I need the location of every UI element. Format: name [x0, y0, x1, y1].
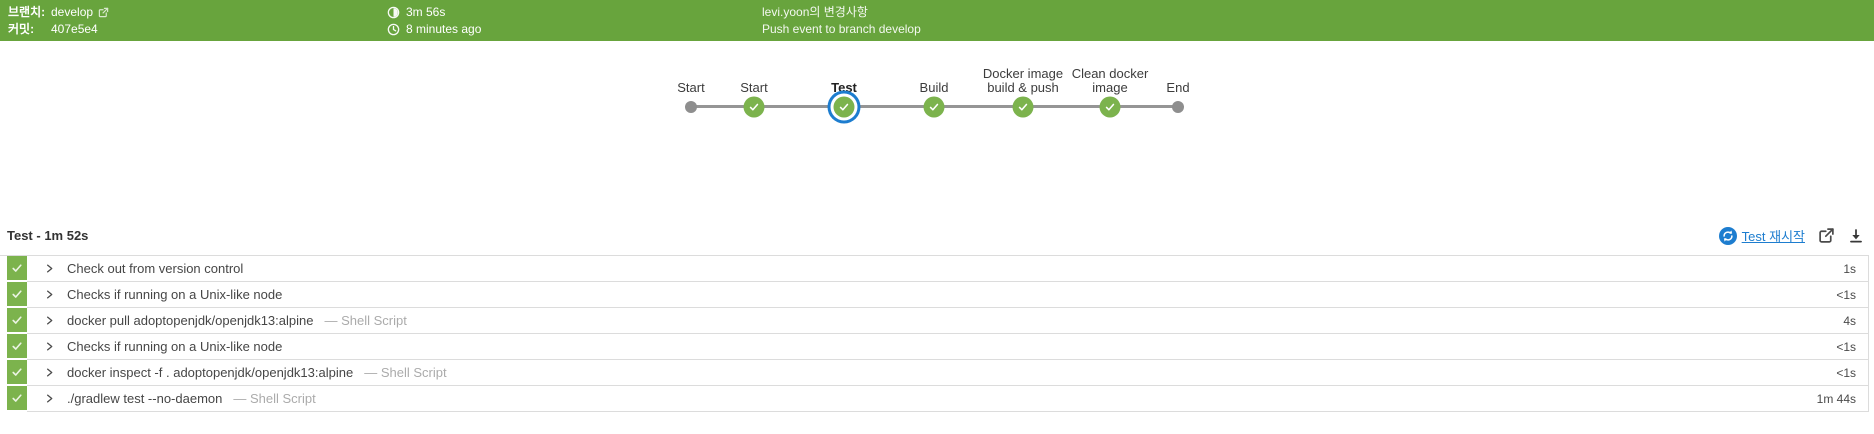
stage-label: Start: [740, 80, 768, 95]
terminal-dot: [685, 101, 697, 113]
step-success-badge: [7, 386, 27, 410]
step-row-toggle[interactable]: Checks if running on a Unix-like node <1…: [27, 282, 1868, 308]
cause-text: Push event to branch develop: [762, 22, 921, 36]
branch-link[interactable]: develop: [51, 4, 109, 21]
download-icon: [1850, 228, 1862, 243]
step-row-toggle[interactable]: Check out from version control 1s: [27, 256, 1868, 282]
check-icon: [12, 394, 22, 402]
steps-section: Test - 1m 52s Test 재시작: [0, 216, 1874, 412]
stage-success-node[interactable]: [1012, 96, 1034, 118]
stage-label: End: [1166, 80, 1190, 95]
check-icon: [12, 264, 22, 272]
timing-group: 3m 56s 8 minutes ago: [387, 4, 481, 38]
cause-group: levi.yoon의 변경사항 Push event to branch dev…: [762, 4, 921, 38]
download-log-button[interactable]: [1848, 228, 1864, 244]
stage-label: Test: [831, 80, 857, 95]
run-header: 브랜치: develop 커밋: 407e5e4 3m 56s 8 minute…: [0, 0, 1874, 41]
stage-success-node-selected[interactable]: [833, 96, 855, 118]
step-label: Checks if running on a Unix-like node: [67, 287, 283, 302]
step-row-toggle[interactable]: Checks if running on a Unix-like node <1…: [27, 334, 1868, 360]
check-icon: [12, 368, 22, 376]
open-in-new-icon: [1819, 228, 1834, 243]
step-row: Checks if running on a Unix-like node <1…: [0, 282, 1868, 308]
step-success-badge: [7, 334, 27, 358]
check-icon: [12, 290, 22, 298]
stage-label: Start: [677, 80, 705, 95]
steps-header: Test - 1m 52s Test 재시작: [0, 216, 1874, 255]
step-row-toggle[interactable]: ./gradlew test --no-daemon — Shell Scrip…: [27, 386, 1868, 412]
step-success-badge: [7, 360, 27, 384]
step-sublabel: — Shell Script: [324, 313, 407, 328]
branch-label: 브랜치:: [8, 5, 46, 19]
step-label: Check out from version control: [67, 261, 244, 276]
check-icon: [839, 103, 849, 111]
step-row: ./gradlew test --no-daemon — Shell Scrip…: [0, 386, 1868, 412]
terminal-dot: [1172, 101, 1184, 113]
commit-value: 407e5e4: [51, 22, 98, 36]
step-success-badge: [7, 308, 27, 332]
stage-label: Clean docker image: [1071, 66, 1149, 95]
step-label: docker inspect -f . adoptopenjdk/openjdk…: [67, 365, 354, 380]
step-duration: <1s: [1836, 365, 1856, 380]
step-success-badge: [7, 282, 27, 306]
duration-icon: [387, 6, 400, 19]
check-icon: [929, 103, 939, 111]
step-label: docker pull adoptopenjdk/openjdk13:alpin…: [67, 313, 314, 328]
check-icon: [12, 316, 22, 324]
step-sublabel: — Shell Script: [233, 391, 316, 406]
branch-value: develop: [51, 5, 94, 19]
commit-label: 커밋:: [8, 22, 35, 36]
step-duration: <1s: [1836, 287, 1856, 302]
open-in-new-button[interactable]: [1818, 227, 1835, 244]
stage-success-node[interactable]: [1099, 96, 1121, 118]
pipeline-graph: Start Start Test Build Docker image buil…: [0, 41, 1874, 216]
changes-text: levi.yoon의 변경사항: [762, 5, 868, 19]
step-row: docker pull adoptopenjdk/openjdk13:alpin…: [0, 308, 1868, 334]
step-label: ./gradlew test --no-daemon: [67, 391, 223, 406]
external-link-icon: [98, 7, 109, 18]
step-success-badge: [7, 256, 27, 280]
step-row: Checks if running on a Unix-like node <1…: [0, 334, 1868, 360]
restart-label: Test 재시작: [1741, 229, 1805, 244]
step-row-toggle[interactable]: docker inspect -f . adoptopenjdk/openjdk…: [27, 360, 1868, 386]
restart-stage-button[interactable]: Test 재시작: [1718, 226, 1805, 245]
run-duration: 3m 56s: [406, 5, 446, 19]
check-icon: [1018, 103, 1028, 111]
chevron-right-icon: [45, 394, 54, 403]
clock-icon: [387, 23, 400, 36]
step-row-toggle[interactable]: docker pull adoptopenjdk/openjdk13:alpin…: [27, 308, 1868, 334]
check-icon: [1105, 103, 1115, 111]
branch-commit-group: 브랜치: develop 커밋: 407e5e4: [8, 4, 109, 38]
steps-actions: Test 재시작: [1718, 226, 1864, 245]
check-icon: [749, 103, 759, 111]
steps-title: Test - 1m 52s: [7, 228, 89, 243]
step-label: Checks if running on a Unix-like node: [67, 339, 283, 354]
step-duration: 4s: [1843, 313, 1856, 328]
step-row: docker inspect -f . adoptopenjdk/openjdk…: [0, 360, 1868, 386]
check-icon: [12, 342, 22, 350]
chevron-right-icon: [45, 342, 54, 351]
chevron-right-icon: [45, 316, 54, 325]
chevron-right-icon: [45, 290, 54, 299]
chevron-right-icon: [45, 368, 54, 377]
chevron-right-icon: [45, 264, 54, 273]
step-duration: <1s: [1836, 339, 1856, 354]
step-sublabel: — Shell Script: [364, 365, 447, 380]
step-duration: 1s: [1843, 261, 1856, 276]
run-time-ago: 8 minutes ago: [406, 22, 482, 36]
stage-label: Build: [919, 80, 949, 95]
step-row: Check out from version control 1s: [0, 256, 1868, 282]
step-list: Check out from version control 1s Checks…: [0, 255, 1869, 412]
step-duration: 1m 44s: [1816, 391, 1856, 406]
stage-success-node[interactable]: [743, 96, 765, 118]
stage-success-node[interactable]: [923, 96, 945, 118]
stage-label: Docker image build & push: [982, 66, 1064, 95]
restart-icon: [1718, 226, 1737, 245]
